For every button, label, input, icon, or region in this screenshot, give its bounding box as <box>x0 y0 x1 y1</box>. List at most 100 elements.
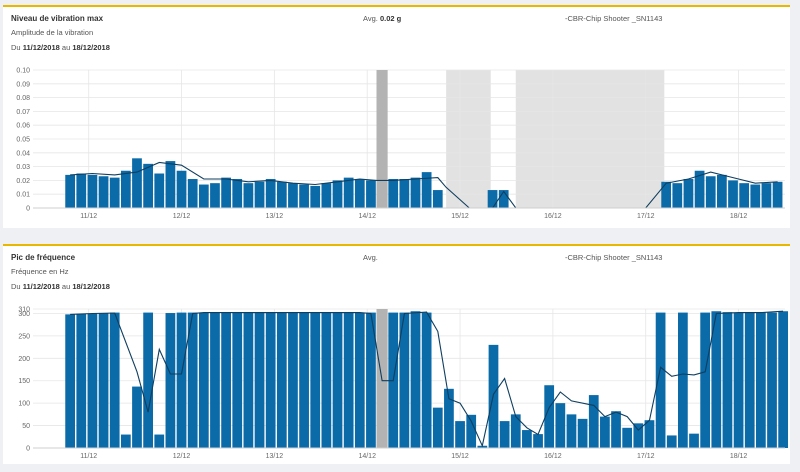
bar <box>672 183 683 208</box>
y-tick-label: 0 <box>26 446 30 453</box>
bar <box>132 158 142 208</box>
bar <box>276 312 287 448</box>
x-tick-label: 15/12 <box>451 213 469 220</box>
bar <box>432 407 443 448</box>
bar <box>399 312 410 448</box>
bar <box>354 179 365 208</box>
y-tick-label: 200 <box>18 356 30 363</box>
bar <box>767 312 777 448</box>
bar <box>288 183 298 208</box>
bar <box>683 179 694 208</box>
selection-marker <box>376 70 388 208</box>
y-tick-label: 250 <box>18 333 30 340</box>
bar <box>566 414 577 448</box>
bar <box>210 312 220 448</box>
panel-title: Pic de fréquence <box>11 253 76 262</box>
x-tick-label: 18/12 <box>730 213 748 220</box>
bar <box>165 313 176 448</box>
device-name: -CBR-Chip Shooter _SN1143 <box>565 14 663 23</box>
bar <box>321 183 332 208</box>
bar <box>265 179 276 208</box>
bar <box>243 312 254 448</box>
bar <box>343 177 354 208</box>
bar <box>343 312 354 448</box>
bar <box>661 181 672 208</box>
range-prefix: Du <box>11 282 21 291</box>
bar <box>388 179 399 208</box>
trend-line <box>70 161 778 209</box>
bar <box>254 181 265 208</box>
vibration-chart: 0 0.01 0.02 0.03 0.04 0.05 0.06 0.07 0.08 0.09 0.1… <box>16 68 785 220</box>
bar <box>332 312 343 448</box>
x-tick-label: 14/12 <box>358 213 376 220</box>
y-tick-label: 0.04 <box>16 150 30 157</box>
bar <box>232 312 243 448</box>
average-readout: Avg. 0.02 g <box>363 14 401 23</box>
bar <box>432 190 443 208</box>
x-tick-label: 15/12 <box>451 453 469 460</box>
panel-subtitle: Fréquence en Hz <box>11 267 69 276</box>
bar <box>65 174 76 208</box>
range-start: 11/12/2018 <box>22 43 60 52</box>
bar <box>276 181 287 208</box>
bar <box>778 311 789 448</box>
y-tick-label: 0.03 <box>16 164 30 171</box>
y-tick-label: 0.02 <box>16 178 30 185</box>
bar <box>499 421 510 448</box>
bar <box>689 433 699 448</box>
y-tick-label: 0.01 <box>16 192 30 199</box>
x-tick-label: 13/12 <box>266 213 284 220</box>
bar <box>711 311 722 448</box>
bar <box>109 177 120 208</box>
bar <box>410 311 421 448</box>
x-tick-label: 13/12 <box>266 453 284 460</box>
bar <box>109 312 120 448</box>
bar <box>600 416 610 448</box>
bar <box>761 183 772 208</box>
x-tick-label: 18/12 <box>730 453 748 460</box>
bar <box>187 312 198 448</box>
bar <box>98 313 109 448</box>
bar <box>577 418 588 448</box>
bar <box>299 184 309 208</box>
bar <box>366 180 376 208</box>
avg-value: 0.02 g <box>379 14 402 23</box>
device-name: -CBR-Chip Shooter _SN1143 <box>565 253 663 262</box>
bar <box>744 312 755 448</box>
range-end: 18/12/2018 <box>72 43 110 52</box>
bar <box>466 414 477 448</box>
bar <box>421 312 432 448</box>
y-tick-label: 50 <box>22 423 30 430</box>
range-mid: au <box>61 282 71 291</box>
x-tick-label: 17/12 <box>637 453 655 460</box>
bar <box>655 312 666 448</box>
frequency-panel: Pic de fréquence Fréquence en Hz Du 11/1… <box>3 244 790 464</box>
bar <box>354 312 365 448</box>
bar <box>611 411 621 448</box>
y-tick-label: 0.05 <box>16 137 30 144</box>
bar <box>98 176 109 208</box>
bar <box>772 181 783 208</box>
x-tick-label: 11/12 <box>80 453 97 460</box>
bar <box>210 183 220 208</box>
bar <box>154 434 165 448</box>
bar <box>544 385 555 448</box>
bar <box>132 386 142 448</box>
date-range: Du 11/12/2018 au 18/12/2018 <box>11 282 110 291</box>
range-start: 11/12/2018 <box>22 282 60 291</box>
bar <box>728 180 738 208</box>
bar <box>487 190 498 208</box>
bar <box>644 420 655 448</box>
bar <box>198 312 209 448</box>
y-tick-label: 100 <box>18 401 30 408</box>
date-range: Du 11/12/2018 au 18/12/2018 <box>11 43 110 52</box>
bar <box>65 314 76 448</box>
bar <box>87 174 98 208</box>
bar <box>310 185 321 208</box>
bar <box>421 172 432 208</box>
bar <box>705 176 716 208</box>
bar <box>143 312 153 448</box>
bar <box>120 434 131 448</box>
bar <box>399 179 410 208</box>
